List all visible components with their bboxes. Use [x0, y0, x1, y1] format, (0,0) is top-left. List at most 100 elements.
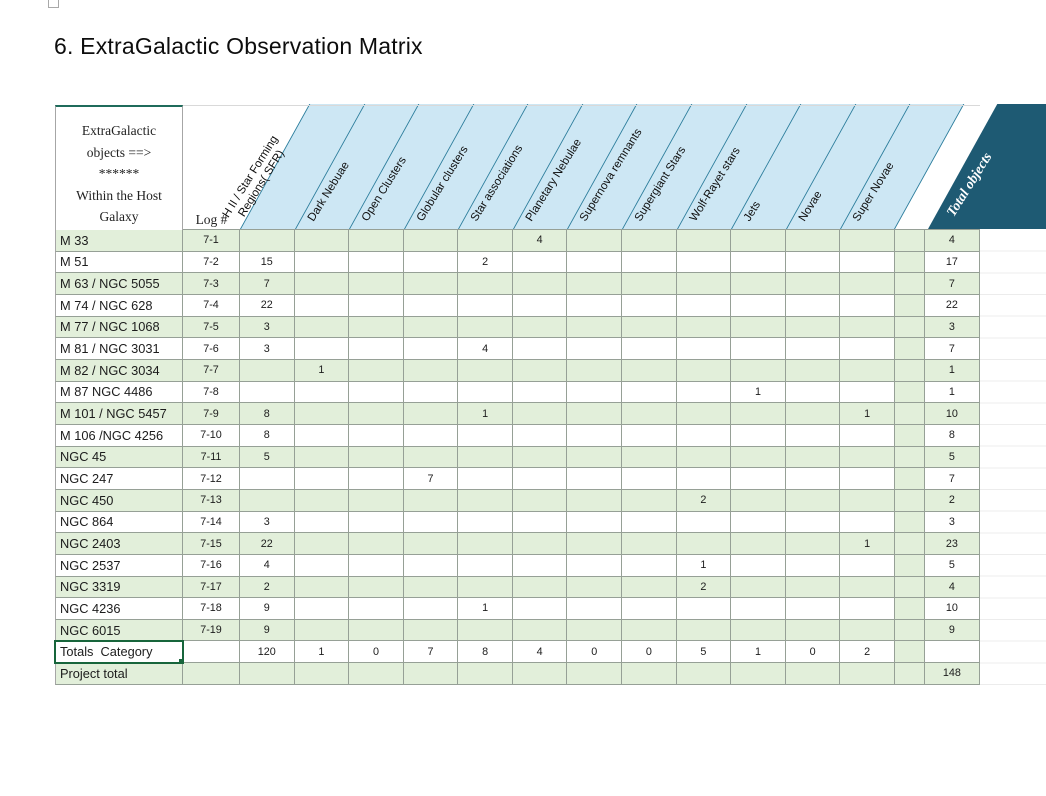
observation-count-cell[interactable] [622, 511, 677, 534]
total-objects-cell[interactable]: 17 [924, 251, 980, 274]
log-number-cell[interactable]: 7-5 [183, 316, 240, 339]
observation-count-cell[interactable] [785, 489, 841, 512]
observation-count-cell[interactable] [349, 338, 404, 360]
observation-count-cell[interactable] [785, 576, 841, 599]
observation-count-cell[interactable] [567, 554, 623, 577]
total-objects-cell[interactable]: 9 [924, 619, 980, 642]
galaxy-name-cell[interactable]: M 74 / NGC 628 [55, 294, 183, 317]
observation-count-cell[interactable]: 1 [731, 381, 786, 404]
observation-count-cell[interactable] [294, 489, 350, 512]
spacer-cell[interactable] [894, 446, 925, 469]
observation-count-cell[interactable] [512, 554, 568, 577]
observation-count-cell[interactable] [512, 316, 568, 339]
observation-count-cell[interactable] [512, 533, 568, 555]
observation-count-cell[interactable] [676, 663, 732, 685]
observation-count-cell[interactable] [676, 619, 732, 642]
log-number-cell[interactable]: 7-11 [183, 446, 240, 469]
log-number-cell[interactable]: 7-6 [183, 338, 240, 360]
observation-count-cell[interactable]: 3 [240, 316, 295, 339]
log-number-cell[interactable]: 7-13 [183, 489, 240, 512]
observation-count-cell[interactable] [622, 294, 677, 317]
galaxy-name-cell[interactable]: M 77 / NGC 1068 [55, 316, 183, 339]
observation-count-cell[interactable]: 7 [403, 641, 459, 664]
spacer-cell[interactable] [894, 251, 925, 274]
observation-count-cell[interactable] [512, 576, 568, 599]
observation-count-cell[interactable] [731, 359, 786, 382]
spacer-cell[interactable] [894, 489, 925, 512]
observation-count-cell[interactable] [567, 663, 623, 685]
galaxy-name-cell[interactable]: M 87 NGC 4486 [55, 381, 183, 404]
observation-count-cell[interactable]: 1 [731, 641, 786, 664]
observation-count-cell[interactable] [512, 381, 568, 404]
spacer-cell[interactable] [894, 294, 925, 317]
observation-count-cell[interactable]: 2 [676, 489, 732, 512]
total-objects-cell[interactable]: 7 [924, 273, 980, 295]
observation-count-cell[interactable]: 22 [240, 533, 295, 555]
observation-count-cell[interactable]: 1 [458, 598, 513, 620]
observation-count-cell[interactable] [567, 489, 623, 512]
observation-count-cell[interactable] [349, 468, 404, 490]
observation-count-cell[interactable] [403, 446, 459, 469]
log-number-cell[interactable]: 7-1 [183, 230, 240, 252]
observation-count-cell[interactable] [676, 359, 732, 382]
observation-count-cell[interactable] [458, 359, 513, 382]
observation-count-cell[interactable]: 4 [240, 554, 295, 577]
observation-count-cell[interactable] [349, 554, 404, 577]
observation-count-cell[interactable] [622, 424, 677, 447]
observation-count-cell[interactable] [458, 273, 513, 295]
observation-count-cell[interactable] [294, 511, 350, 534]
observation-count-cell[interactable] [840, 251, 895, 274]
observation-count-cell[interactable] [240, 663, 295, 685]
observation-count-cell[interactable]: 9 [240, 598, 295, 620]
log-number-cell[interactable]: 7-18 [183, 598, 240, 620]
observation-count-cell[interactable] [512, 338, 568, 360]
observation-count-cell[interactable] [458, 533, 513, 555]
observation-count-cell[interactable]: 3 [240, 338, 295, 360]
observation-count-cell[interactable] [512, 424, 568, 447]
spacer-cell[interactable] [894, 641, 925, 664]
observation-count-cell[interactable] [676, 446, 732, 469]
observation-count-cell[interactable] [403, 533, 459, 555]
observation-count-cell[interactable] [512, 511, 568, 534]
totals-category-cell[interactable]: Totals Category [54, 640, 184, 665]
observation-count-cell[interactable] [676, 468, 732, 490]
galaxy-name-cell[interactable]: M 82 / NGC 3034 [55, 359, 183, 382]
observation-count-cell[interactable] [567, 251, 623, 274]
observation-count-cell[interactable] [785, 619, 841, 642]
log-number-cell[interactable]: 7-17 [183, 576, 240, 599]
observation-count-cell[interactable] [458, 294, 513, 317]
observation-count-cell[interactable] [349, 446, 404, 469]
observation-count-cell[interactable] [294, 598, 350, 620]
observation-count-cell[interactable] [567, 619, 623, 642]
observation-count-cell[interactable] [840, 576, 895, 599]
observation-count-cell[interactable]: 2 [458, 251, 513, 274]
observation-count-cell[interactable]: 1 [840, 403, 895, 425]
observation-count-cell[interactable] [403, 316, 459, 339]
observation-count-cell[interactable] [676, 381, 732, 404]
observation-count-cell[interactable] [349, 251, 404, 274]
log-number-cell[interactable]: 7-15 [183, 533, 240, 555]
log-number-cell[interactable] [183, 641, 240, 664]
observation-count-cell[interactable] [731, 468, 786, 490]
observation-count-cell[interactable] [676, 294, 732, 317]
observation-count-cell[interactable] [731, 576, 786, 599]
galaxy-name-cell[interactable]: NGC 6015 [55, 619, 183, 642]
observation-count-cell[interactable] [676, 424, 732, 447]
observation-count-cell[interactable] [240, 381, 295, 404]
observation-count-cell[interactable] [676, 511, 732, 534]
observation-count-cell[interactable] [676, 251, 732, 274]
observation-count-cell[interactable] [567, 446, 623, 469]
total-objects-cell[interactable]: 1 [924, 381, 980, 404]
observation-count-cell[interactable] [294, 424, 350, 447]
observation-count-cell[interactable] [731, 230, 786, 252]
observation-count-cell[interactable] [567, 273, 623, 295]
observation-count-cell[interactable] [731, 251, 786, 274]
observation-count-cell[interactable]: 4 [458, 338, 513, 360]
spacer-cell[interactable] [894, 576, 925, 599]
spacer-cell[interactable] [894, 381, 925, 404]
observation-count-cell[interactable]: 2 [240, 576, 295, 599]
log-number-cell[interactable]: 7-3 [183, 273, 240, 295]
observation-count-cell[interactable] [785, 598, 841, 620]
observation-count-cell[interactable] [512, 468, 568, 490]
spacer-cell[interactable] [894, 533, 925, 555]
